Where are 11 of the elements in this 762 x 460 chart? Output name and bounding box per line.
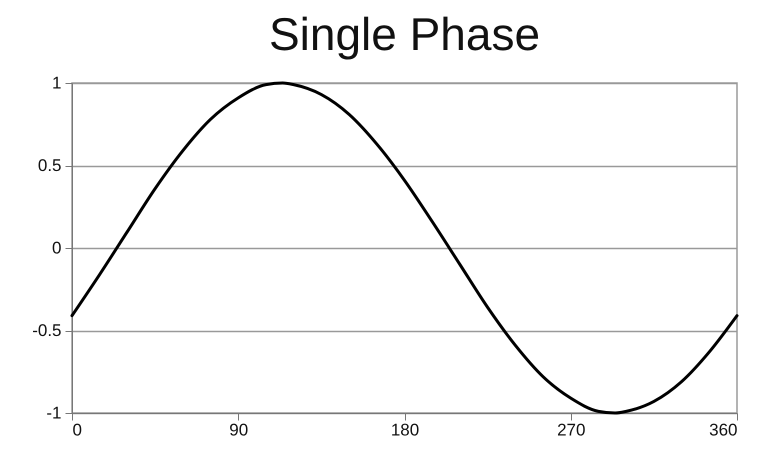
- x-tick-label: 180: [390, 420, 420, 440]
- y-tick-label: 0: [52, 238, 62, 258]
- y-tick-label: -1: [46, 404, 62, 422]
- x-tick-label: 360: [709, 420, 738, 440]
- chart-title: Single Phase: [268, 8, 540, 60]
- y-tick-label: -0.5: [32, 321, 62, 340]
- y-tick-label: 1: [52, 74, 62, 92]
- x-tick-label: 90: [229, 420, 248, 440]
- y-tick-label: 0.5: [38, 156, 62, 175]
- x-tick-label: 0: [72, 420, 82, 440]
- x-tick-label: 270: [557, 420, 586, 440]
